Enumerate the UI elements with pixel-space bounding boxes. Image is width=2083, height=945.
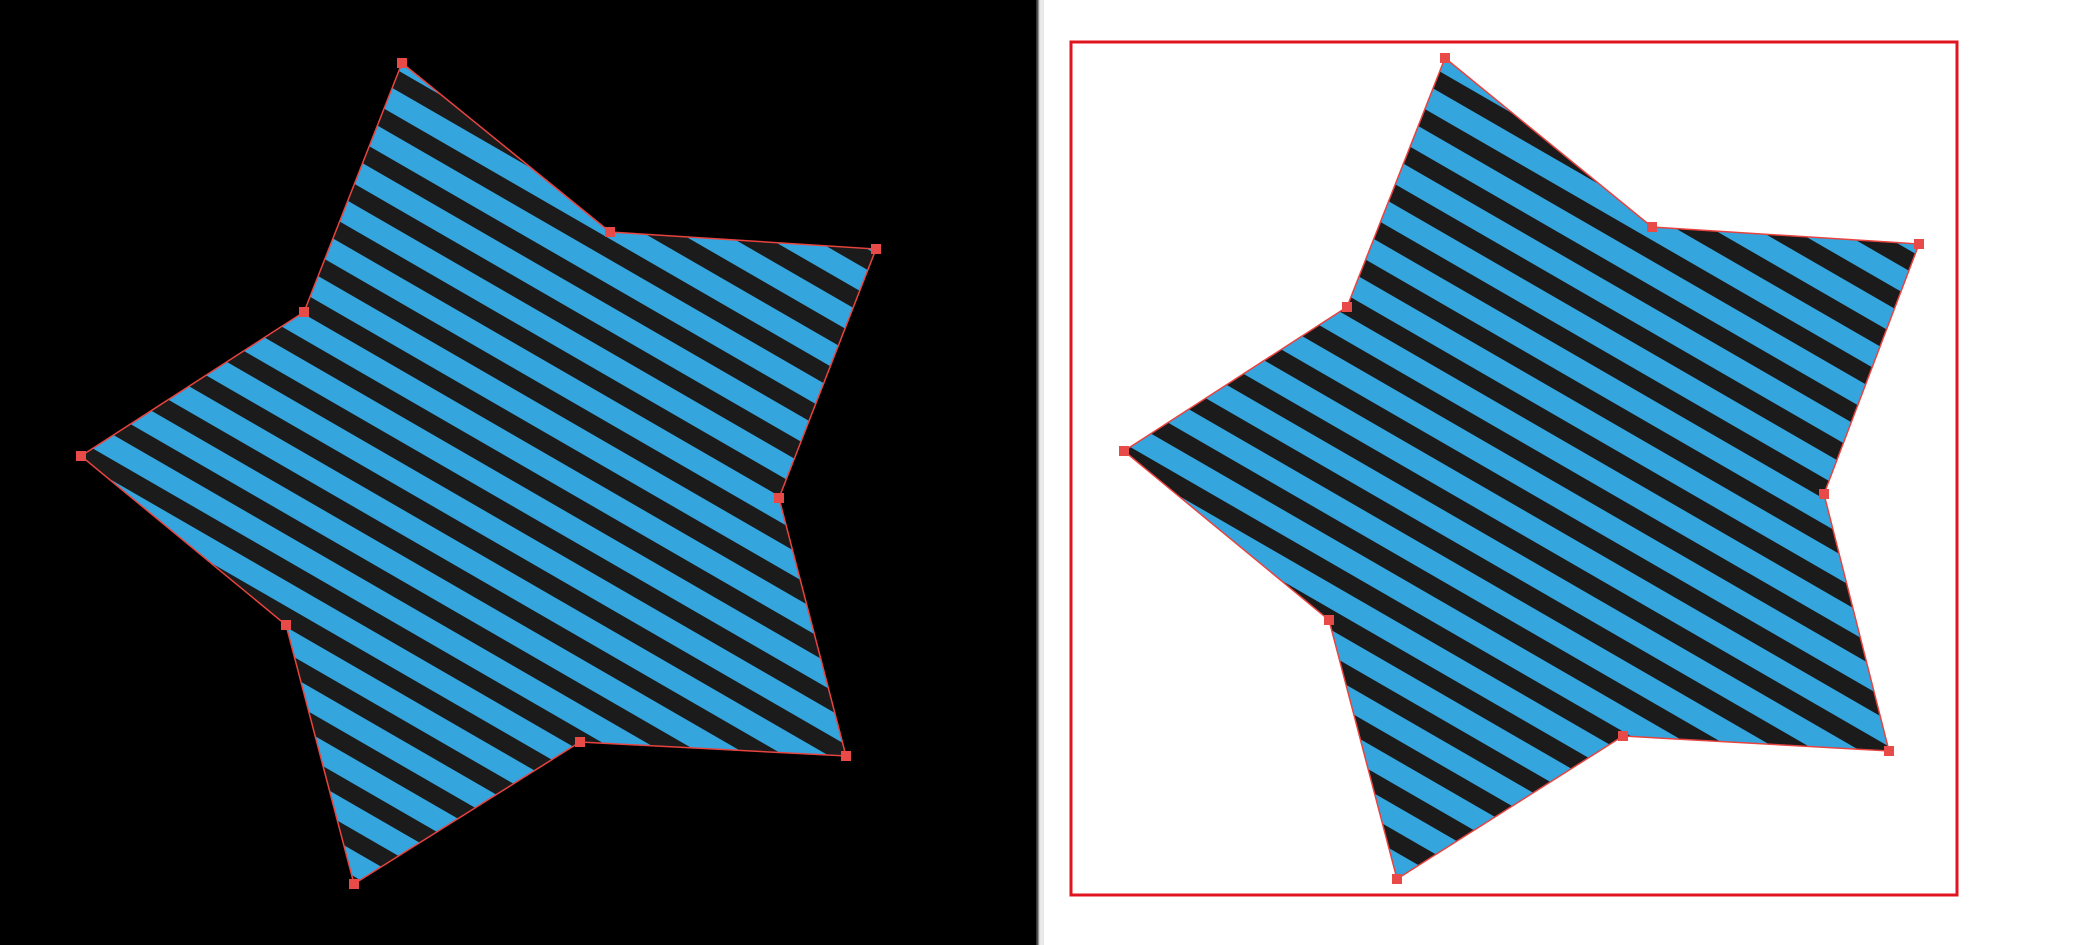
- vertex-handle[interactable]: [1884, 746, 1894, 756]
- vertex-handle[interactable]: [575, 737, 585, 747]
- vertex-handle[interactable]: [299, 307, 309, 317]
- vertex-handle[interactable]: [841, 751, 851, 761]
- vertex-handle[interactable]: [605, 227, 615, 237]
- vertex-handle[interactable]: [349, 879, 359, 889]
- vertex-handle[interactable]: [397, 58, 407, 68]
- vertex-handle[interactable]: [1647, 222, 1657, 232]
- vertex-handle[interactable]: [1914, 239, 1924, 249]
- vertex-handle[interactable]: [774, 493, 784, 503]
- vertex-handle[interactable]: [1119, 446, 1129, 456]
- vertex-handle[interactable]: [1342, 302, 1352, 312]
- vertex-handle[interactable]: [76, 451, 86, 461]
- left-canvas-svg: [0, 0, 1036, 945]
- right-canvas-svg: [1044, 0, 2083, 945]
- right-canvas-panel: [1044, 0, 2083, 945]
- vertex-handle[interactable]: [1324, 615, 1334, 625]
- vertex-handle[interactable]: [871, 244, 881, 254]
- vertex-handle[interactable]: [1440, 53, 1450, 63]
- vertex-handle[interactable]: [1618, 731, 1628, 741]
- vertex-handle[interactable]: [1819, 489, 1829, 499]
- vertex-handle[interactable]: [1392, 874, 1402, 884]
- left-vertex-handles: [76, 58, 881, 889]
- right-vertex-handles: [1119, 53, 1924, 884]
- bounding-frame[interactable]: [1069, 40, 1959, 897]
- vertex-handle[interactable]: [281, 620, 291, 630]
- panel-divider[interactable]: [1036, 0, 1044, 945]
- left-canvas-panel: [0, 0, 1036, 945]
